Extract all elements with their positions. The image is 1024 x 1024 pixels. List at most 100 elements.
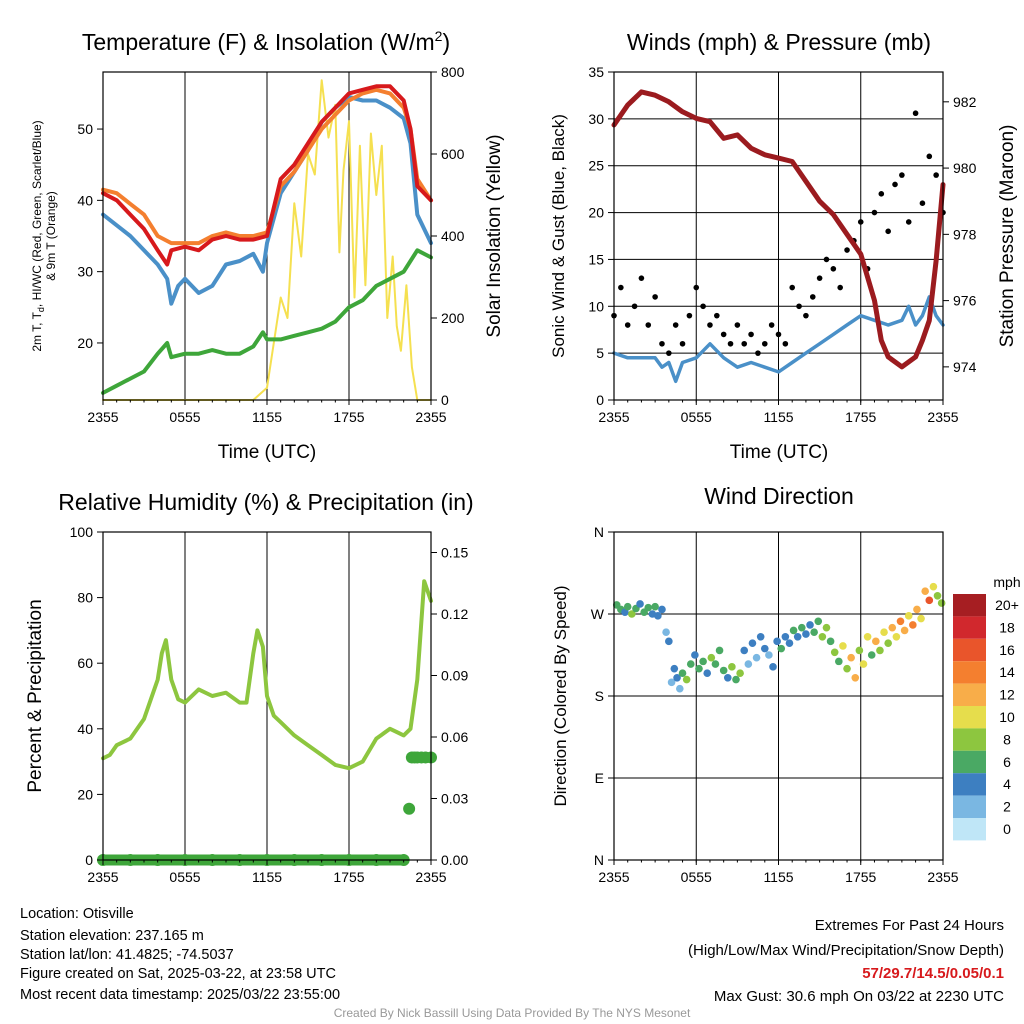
direction-point — [756, 632, 765, 641]
direction-point — [826, 637, 835, 646]
humidity-title: Relative Humidity (%) & Precipitation (i… — [58, 489, 473, 515]
gust-marker — [837, 284, 843, 291]
direction-point — [695, 664, 703, 673]
direction-point — [909, 621, 917, 629]
y-tick-label: 30 — [77, 264, 93, 280]
svg-text:2m T, Td, HI/WC (Red, Green, S: 2m T, Td, HI/WC (Red, Green, Scarlet/Blu… — [30, 120, 46, 351]
y2-tick-label: 0.12 — [441, 606, 468, 622]
direction-point — [867, 651, 876, 659]
direction-point — [896, 617, 905, 626]
max-gust: Max Gust: 30.6 mph On 03/22 at 2230 UTC — [713, 988, 1004, 1005]
direction-point — [859, 660, 868, 668]
y-tick-label: 5 — [596, 345, 604, 361]
gust-marker — [748, 331, 754, 338]
winds-title: Winds (mph) & Pressure (mb) — [627, 29, 931, 55]
y2-tick-label: 0.15 — [441, 545, 468, 561]
temperature-left-axis-label: 2m T, Td, HI/WC (Red, Green, Scarlet/Blu… — [30, 120, 58, 351]
temperature-title: Temperature (F) & Insolation (W/m2) — [82, 28, 450, 55]
y2-tick-label: 200 — [441, 310, 465, 326]
direction-point — [855, 646, 864, 655]
direction-point — [785, 639, 794, 647]
direction-point — [851, 673, 860, 682]
colorbar-label: 18 — [999, 619, 1015, 635]
direction-point — [843, 664, 851, 673]
direction-axis-label: Direction (Colored By Speed) — [551, 585, 570, 806]
direction-point — [773, 637, 781, 646]
direction-point — [715, 646, 724, 655]
y2-tick-label: 600 — [441, 146, 465, 162]
y-tick-label: 40 — [77, 192, 93, 208]
gust-marker — [652, 294, 658, 300]
credit-line: Created By Nick Bassill Using Data Provi… — [333, 1006, 691, 1020]
y-tick-label: 20 — [588, 205, 604, 221]
gust-marker — [618, 284, 624, 291]
extremes-legend: (High/Low/Max Wind/Precipitation/Snow De… — [688, 942, 1004, 959]
y2-tick-label: 800 — [441, 64, 465, 80]
direction-point — [802, 630, 810, 638]
y-tick-label: 10 — [588, 298, 604, 314]
direction-point — [793, 632, 802, 641]
y-tick-label: 35 — [588, 64, 604, 80]
y2-tick-label: 0.03 — [441, 791, 468, 807]
gust-marker — [789, 284, 796, 291]
y2-tick-label: 0.06 — [441, 729, 468, 745]
direction-point — [863, 632, 872, 641]
gust-marker — [638, 275, 645, 281]
y-tick-label: E — [595, 770, 604, 786]
gust-marker — [878, 191, 885, 197]
gust-marker — [919, 200, 926, 206]
colorbar-label: 2 — [1003, 799, 1011, 815]
direction-point — [651, 602, 659, 611]
direction-point — [917, 614, 925, 623]
colorbar-swatch — [953, 706, 986, 729]
direction-point — [732, 675, 740, 684]
extremes-values: 57/29.7/14.5/0.05/0.1 — [862, 965, 1004, 982]
colorbar-label: 14 — [999, 664, 1015, 680]
x-tick-label: 1155 — [763, 869, 793, 885]
x-tick-label: 1755 — [845, 409, 876, 425]
y2-tick-label: 978 — [953, 226, 977, 242]
y-tick-label: 100 — [70, 524, 94, 540]
y-tick-label: 30 — [588, 111, 604, 127]
gust-marker — [809, 294, 816, 300]
winds-grid — [614, 72, 943, 400]
y-tick-label: 0 — [85, 852, 93, 868]
direction-point — [711, 660, 720, 668]
x-tick-label: 1755 — [845, 869, 876, 885]
temperature-left-ticks: 20 30 40 50 — [77, 121, 103, 351]
x-tick-label: 1155 — [252, 869, 282, 885]
direction-point — [699, 657, 707, 666]
precipitation-marker — [403, 802, 416, 815]
y-tick-label: S — [595, 688, 604, 704]
humidity-left-axis-label: Percent & Precipitation — [25, 599, 46, 792]
temperature-x-axis-label: Time (UTC) — [218, 442, 317, 463]
direction-point — [810, 628, 818, 637]
colorbar-label: 12 — [999, 687, 1015, 703]
x-tick-label: 0555 — [169, 869, 200, 885]
gust-marker — [816, 275, 823, 281]
extremes-heading: Extremes For Past 24 Hours — [814, 917, 1004, 934]
direction-point — [933, 591, 942, 600]
speed-colorbar: 20+ 18 16 14 12 10 8 6 4 2 0 — [953, 594, 1019, 841]
colorbar-swatch — [953, 773, 986, 796]
winds-series — [611, 89, 946, 384]
gust-marker — [830, 266, 837, 272]
gust-marker — [782, 340, 789, 347]
colorbar-swatch — [953, 661, 986, 684]
gust-marker — [761, 340, 768, 347]
gust-marker — [714, 312, 720, 319]
colorbar-swatch — [953, 638, 986, 662]
y-tick-label: 40 — [77, 721, 93, 737]
gust-marker — [823, 256, 830, 263]
direction-point — [736, 669, 744, 678]
colorbar-swatch — [953, 728, 986, 751]
direction-point — [913, 605, 921, 614]
temperature-x-ticks: 2355 0555 1155 1755 2355 — [87, 400, 447, 425]
direction-point — [765, 651, 773, 659]
temperature-right-axis-label: Solar Insolation (Yellow) — [484, 134, 505, 337]
x-tick-label: 2355 — [927, 869, 958, 885]
gust-marker — [768, 322, 775, 328]
gust-marker — [905, 219, 912, 225]
direction-point — [686, 660, 695, 668]
